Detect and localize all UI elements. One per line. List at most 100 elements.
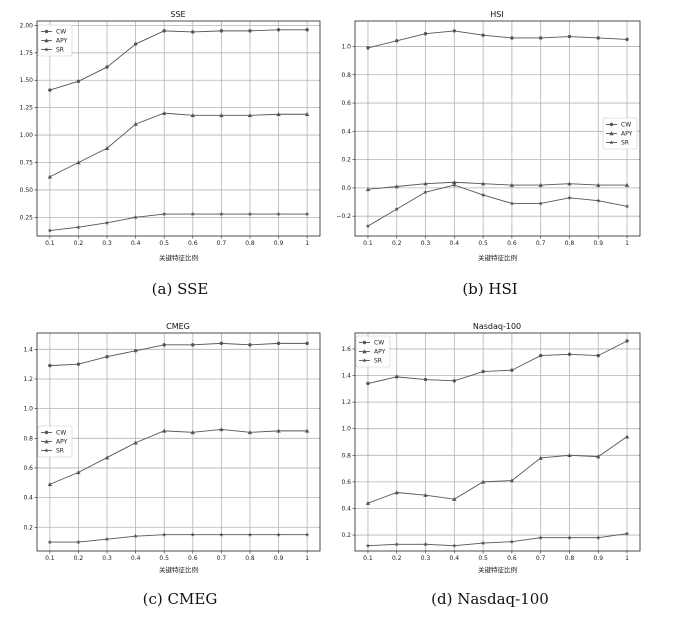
data-point-cw [395,39,399,43]
legend-label-cw: CW [56,29,66,36]
data-point-sr [247,211,253,216]
data-point-cw [305,341,309,346]
data-point-cw [567,352,572,356]
x-tick-label: 1 [305,555,309,562]
x-tick-label: 0.8 [565,555,575,562]
chart-title: HSI [490,10,503,19]
data-point-sr [394,542,399,547]
y-tick-label: 0.8 [341,72,351,79]
data-point-cw [219,29,224,33]
data-point-sr [365,543,371,548]
plot-frame [36,20,321,237]
x-tick-label: 0.4 [131,555,141,562]
y-tick-label: 1.75 [20,50,34,57]
plot-frame [354,332,641,552]
series-cw [48,341,309,368]
y-tick-label: 1.0 [23,406,33,413]
y-tick-label: −0.2 [336,213,351,220]
series-sr [47,532,310,544]
data-point-cw [276,341,281,346]
data-point-sr [567,535,572,540]
data-point-sr [162,211,167,216]
x-tick-label: 0.2 [74,555,84,562]
data-point-apy [624,434,630,439]
x-axis-label: 关键特征比例 [159,253,198,262]
data-point-sr [480,192,486,197]
data-point-cw [510,368,514,372]
x-tick-label: 0.3 [421,240,431,247]
data-point-sr [365,223,371,228]
legend-marker-sr [609,140,614,145]
series-line-cw [49,342,308,367]
series-cw [366,339,629,386]
data-point-sr [596,535,601,540]
x-tick-label: 0.3 [102,555,112,562]
data-point-apy [394,184,399,189]
data-point-apy [190,113,195,118]
y-tick-label: 1.4 [23,346,33,353]
data-point-sr [247,532,253,537]
chart-title: Nasdaq-100 [473,322,521,331]
series-sr [47,211,310,233]
data-point-apy [247,113,253,118]
data-point-sr [47,539,53,544]
y-tick-label: 0.25 [20,214,34,221]
x-tick-label: 0.7 [217,555,227,562]
series-line-sr [367,184,628,227]
y-tick-label: 1.00 [20,132,34,139]
legend: CW APY SR [355,335,391,368]
legend-marker-sr [362,358,367,363]
series-apy [47,427,310,487]
y-tick-label: 0.75 [20,160,34,167]
data-point-cw [48,363,52,368]
data-point-apy [452,180,457,185]
legend-label-apy: APY [374,349,386,356]
y-tick-label: 1.6 [341,346,351,353]
data-point-cw [219,341,224,346]
x-tick-label: 0.9 [593,240,603,247]
data-point-cw [538,36,543,40]
y-tick-label: 2.00 [20,22,34,29]
data-point-sr [304,532,310,537]
x-tick-label: 0.8 [245,240,255,247]
data-point-apy [423,181,428,186]
data-point-cw [76,79,81,84]
data-point-sr [480,540,486,545]
data-point-apy [76,160,81,165]
x-tick-label: 1 [625,555,629,562]
y-tick-label: 0.8 [23,435,33,442]
legend-label-cw: CW [56,430,66,437]
series-line-sr [367,533,628,547]
data-point-apy [365,187,371,192]
x-tick-label: 1 [305,240,309,247]
data-point-apy [480,479,486,484]
data-point-apy [47,174,53,179]
data-point-cw [105,355,109,359]
data-point-cw [423,377,428,382]
x-tick-label: 0.5 [159,240,169,247]
data-point-cw [481,369,485,374]
subfigure-caption: (a) SSE [152,280,209,298]
data-point-sr [190,211,195,216]
data-point-cw [567,34,572,39]
data-point-cw [48,88,52,92]
y-tick-label: 1.0 [341,426,351,433]
data-point-sr [423,189,428,195]
y-tick-label: 0.6 [341,479,351,486]
data-point-cw [452,29,457,33]
data-point-sr [452,182,457,187]
data-point-cw [162,29,166,33]
x-tick-label: 0.4 [450,240,460,247]
data-point-sr [538,535,543,540]
data-point-sr [47,228,53,233]
x-tick-label: 0.9 [274,555,284,562]
data-point-sr [538,201,543,206]
series-line-cw [49,29,308,91]
data-point-apy [133,121,138,126]
y-tick-label: 0.0 [341,185,351,192]
series-line-cw [367,340,628,384]
legend-marker-cw [362,340,367,345]
x-axis-label: 关键特征比例 [478,565,517,574]
x-tick-label: 0.2 [392,555,402,562]
subfigure-caption: (c) CMEG [143,590,218,608]
